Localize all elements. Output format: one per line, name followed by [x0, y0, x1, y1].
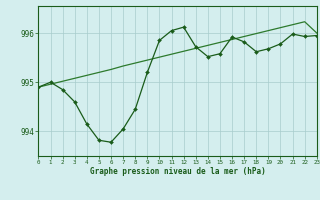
- X-axis label: Graphe pression niveau de la mer (hPa): Graphe pression niveau de la mer (hPa): [90, 167, 266, 176]
